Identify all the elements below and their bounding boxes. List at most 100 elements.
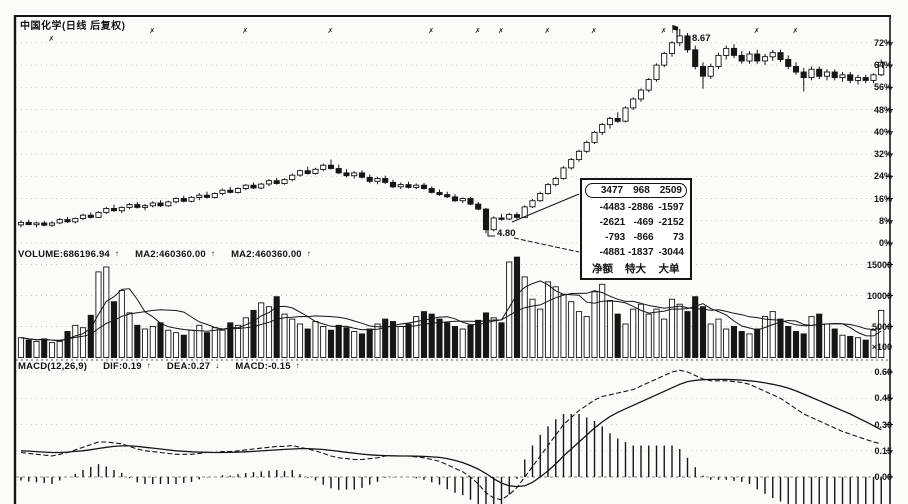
candle-body [180, 198, 187, 202]
volume-bar [707, 323, 714, 358]
volume-bar [498, 322, 505, 358]
candle-body [800, 71, 807, 79]
volume-bar [374, 323, 381, 358]
volume-bar [180, 334, 187, 358]
event-marker-icon: ✗ [498, 27, 504, 35]
candle-body [141, 205, 149, 208]
fund-flow-table: 3477 968 2509 -4483 -2886 -1597 -2621 -469 -215… [580, 178, 692, 280]
volume-bar [382, 318, 389, 358]
candle-body [134, 204, 141, 208]
price-axis-tick-label: 24% [873, 171, 892, 182]
volume-bar [606, 300, 614, 358]
dif-value: DIF:0.19 [103, 361, 142, 372]
candle-body [870, 74, 877, 81]
candle-body [754, 53, 761, 62]
candle-body [506, 214, 513, 220]
volume-bar [72, 324, 79, 358]
candle-body [847, 74, 854, 81]
candle-body [382, 178, 389, 183]
volume-bar [854, 337, 862, 358]
macd-axis-tick-label: 0.15 [874, 445, 892, 456]
volume-bar [157, 322, 164, 358]
volume-bar [769, 311, 776, 358]
volume-bar [792, 331, 800, 358]
volume-ma2-value: MA2:460360.00 [231, 249, 302, 260]
volume-bar [661, 318, 668, 358]
candle-body [692, 49, 699, 67]
volume-bar [482, 312, 490, 358]
candle-body [537, 193, 544, 202]
candle-body [420, 184, 428, 189]
fund-flow-header-cell: 968 [633, 185, 650, 196]
down-arrow-icon: ↓ [215, 361, 220, 370]
fund-flow-row: -4483 -2886 -1597 [582, 200, 690, 215]
candle-body [560, 167, 567, 179]
candle-body [118, 206, 125, 212]
candle-body [428, 188, 435, 193]
volume-bar [583, 316, 590, 358]
candle-body [389, 181, 397, 188]
volume-bar [451, 326, 459, 358]
candle-body [397, 184, 404, 188]
volume-bar [289, 318, 296, 358]
volume-axis-tick-label: 15000 [866, 259, 892, 270]
candle-body [614, 118, 621, 122]
volume-bar [730, 326, 738, 358]
candle-body [110, 208, 118, 212]
volume-bar [490, 317, 497, 358]
candle-body [785, 59, 792, 67]
candle-body [335, 168, 342, 174]
volume-bar [219, 329, 226, 358]
volume-bar [684, 311, 691, 358]
candle-body [878, 61, 885, 76]
candle-body [684, 35, 691, 51]
volume-bar [444, 322, 451, 358]
candle-body [668, 42, 676, 54]
candle-body [374, 178, 381, 182]
candle-body [95, 211, 102, 218]
volume-bar [839, 334, 846, 358]
volume-bar [428, 313, 435, 358]
event-marker-icon: ✗ [149, 27, 155, 35]
volume-bar [103, 266, 110, 358]
macd-axis-tick-label: 0.60 [874, 367, 892, 377]
volume-bar [878, 309, 885, 358]
candle-body [738, 54, 745, 62]
candle-body [351, 172, 358, 177]
volume-bar [250, 309, 257, 358]
event-marker-icon: ✗ [242, 27, 248, 35]
candle-body [816, 68, 823, 77]
volume-bar [529, 298, 536, 358]
macd-status-line: MACD(12,26,9) DIF:0.19 ↑ DEA:0.27 ↓ MACD… [18, 361, 300, 372]
volume-bar [413, 316, 420, 358]
candle-body [343, 172, 350, 177]
volume-bar [668, 298, 676, 358]
volume-bar [234, 324, 242, 358]
candle-body [250, 184, 257, 189]
candle-body [64, 219, 71, 223]
candle-body [653, 64, 660, 81]
volume-bar [653, 308, 660, 358]
volume-bar [196, 324, 203, 358]
fund-flow-header-cell: 3477 [600, 185, 624, 196]
candle-body [157, 202, 164, 207]
candle-body [211, 193, 218, 198]
candle-body [730, 47, 738, 56]
candle-body [41, 222, 48, 226]
volume-bar [110, 301, 118, 358]
volume-bar [521, 276, 528, 358]
fund-flow-cell: -2152 [658, 217, 684, 228]
volume-bar [188, 329, 195, 358]
candle-body [568, 159, 575, 169]
fund-flow-header-cell: 2509 [659, 185, 682, 196]
macd-axis-tick-label: 0.45 [874, 393, 892, 404]
volume-bar [761, 316, 769, 358]
candle-body [661, 52, 668, 66]
candle-body [320, 164, 327, 170]
volume-axis-tick-label: 10000 [866, 290, 892, 301]
volume-bar [645, 313, 652, 358]
volume-bar [25, 339, 32, 358]
volume-bar [738, 331, 745, 358]
fund-flow-cell: -2886 [628, 202, 654, 213]
candle-body [203, 194, 211, 198]
